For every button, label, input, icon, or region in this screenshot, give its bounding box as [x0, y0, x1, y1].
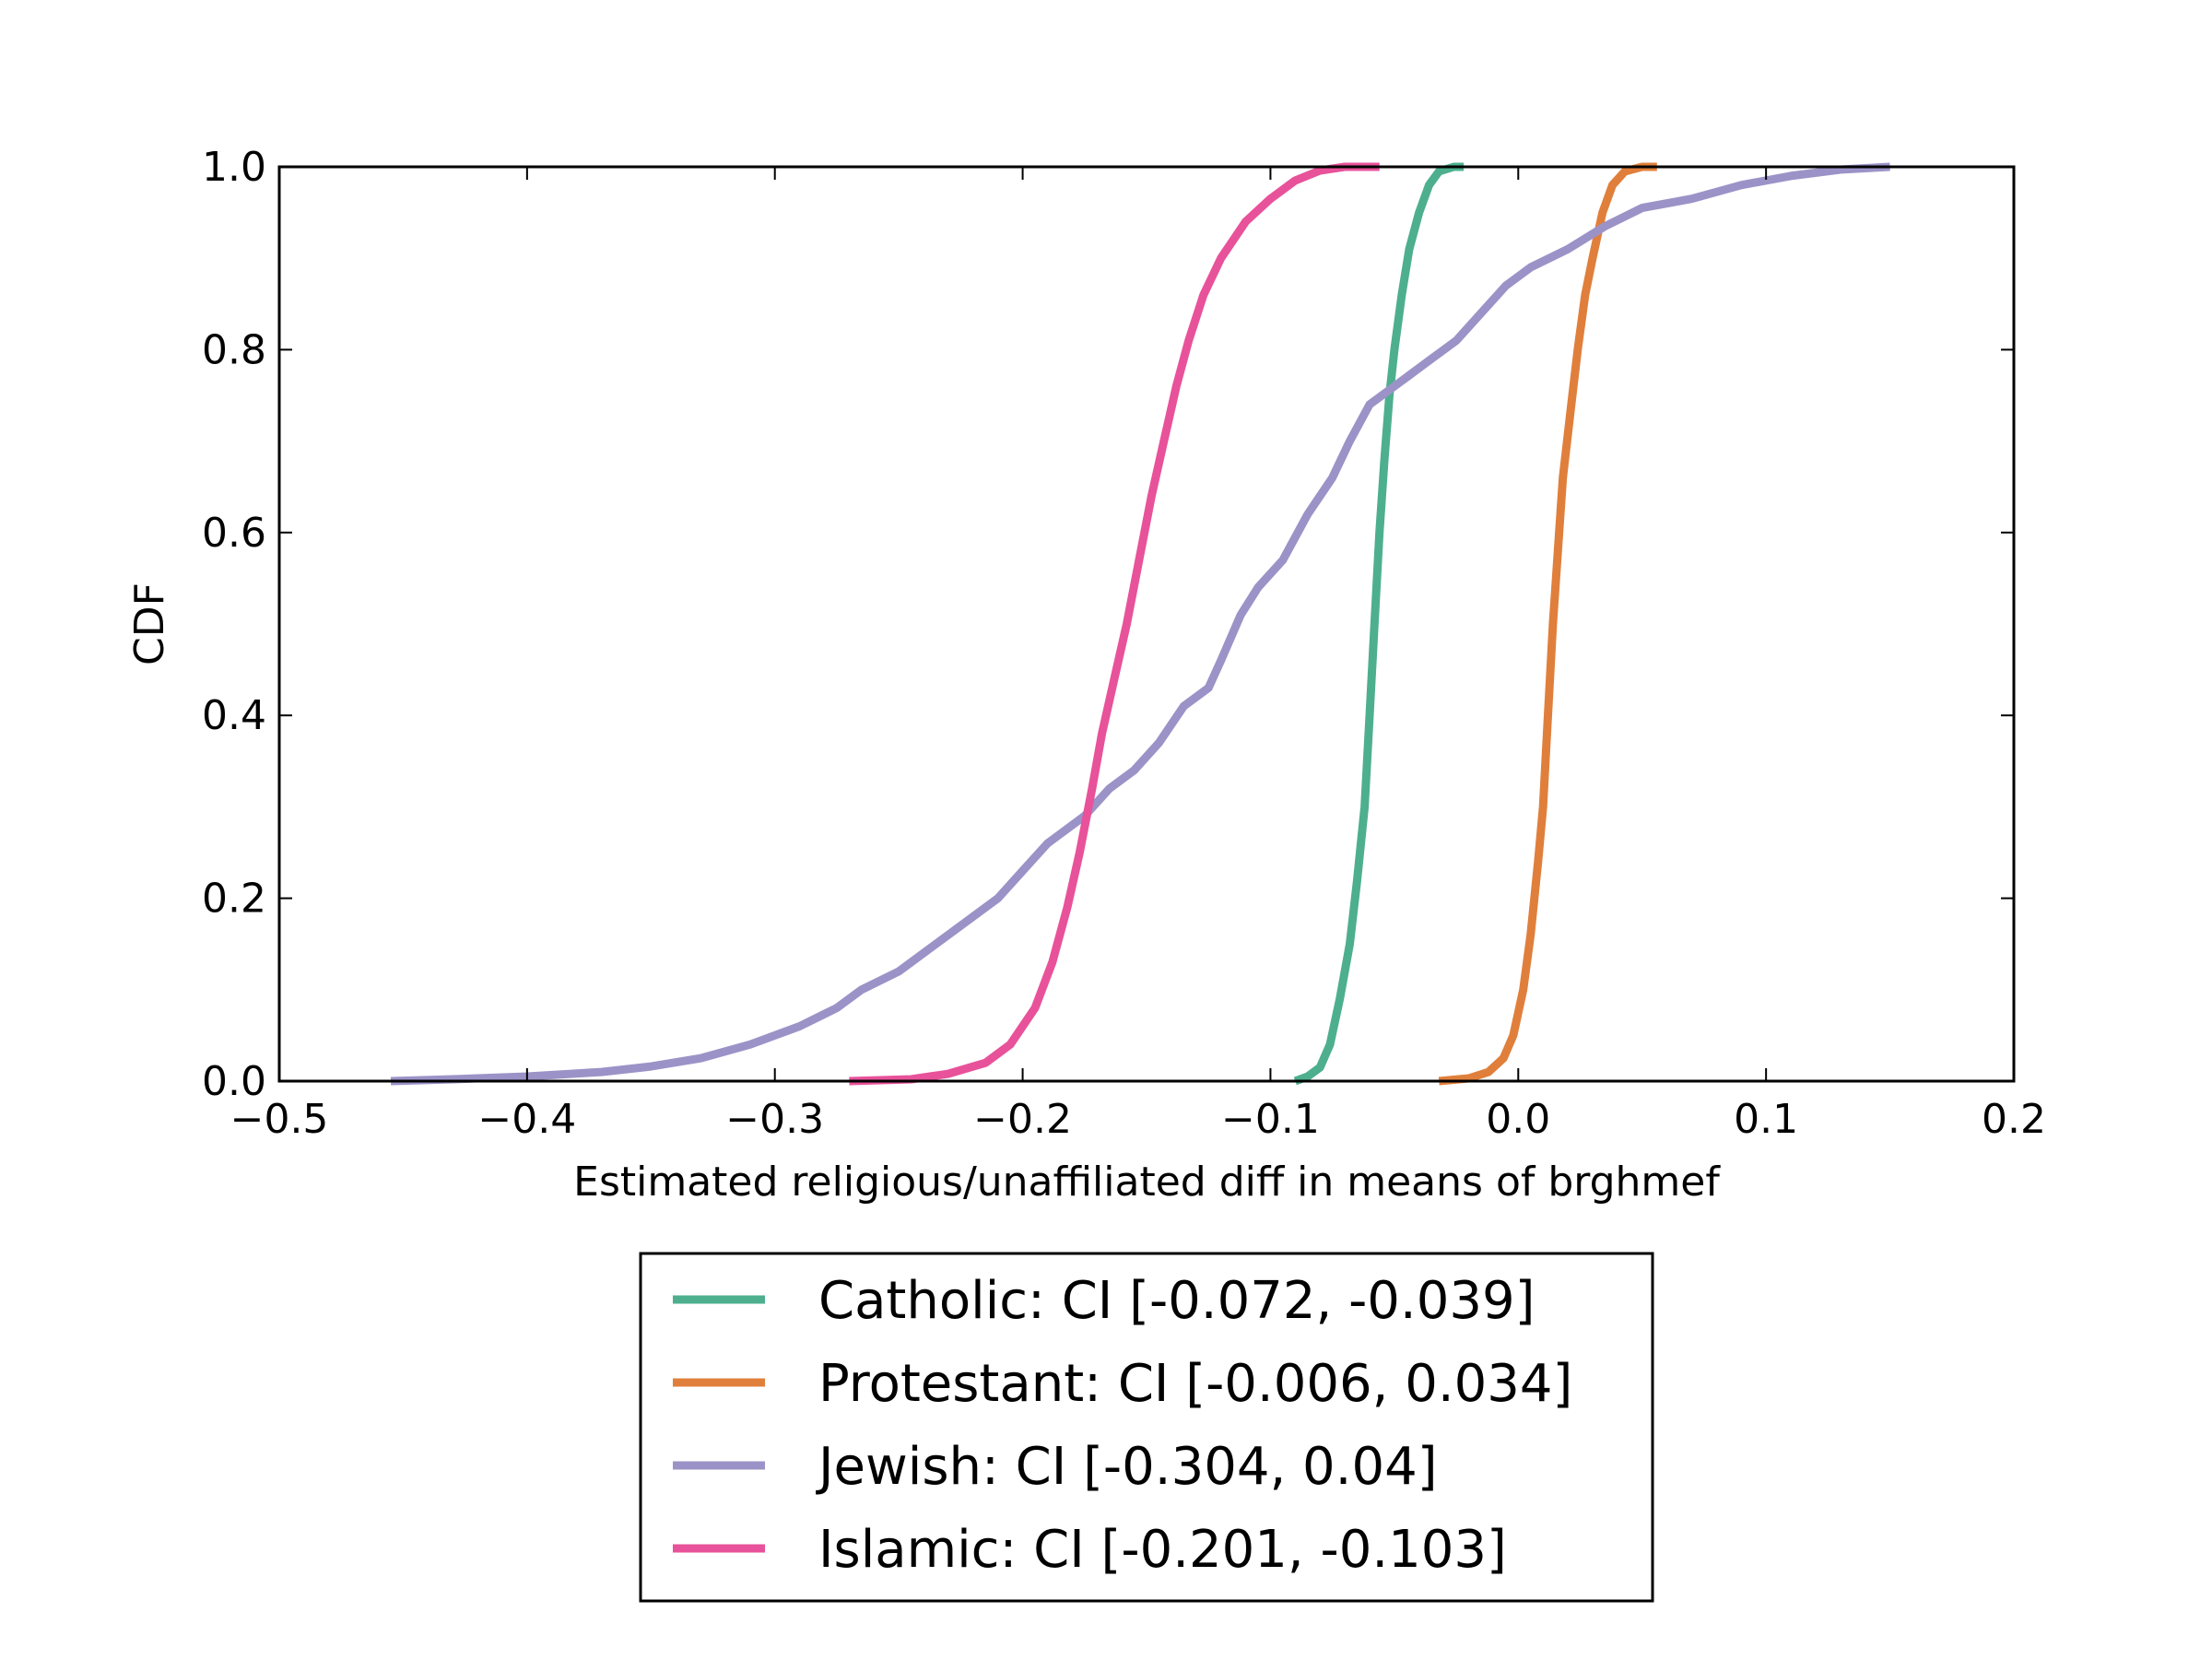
legend-label: Protestant: CI [-0.006, 0.034]: [818, 1354, 1572, 1414]
series-line-1: [1438, 162, 1657, 1086]
y-tick-label: 0.4: [202, 692, 266, 739]
x-tick-label: 0.0: [1486, 1096, 1550, 1143]
x-tick-label: −0.5: [230, 1096, 329, 1143]
y-tick-label: 0.6: [202, 510, 266, 557]
x-tick-label: −0.3: [725, 1096, 824, 1143]
legend-items: Catholic: CI [-0.072, -0.039] Protestant:…: [673, 1271, 1572, 1580]
series-line-0: [1293, 162, 1465, 1086]
y-tick-label: 0.8: [202, 326, 266, 373]
y-tick-label: 0.0: [202, 1058, 266, 1105]
series-line-3: [849, 162, 1380, 1086]
x-tick-label: −0.2: [973, 1096, 1072, 1143]
legend-label: Jewish: CI [-0.304, 0.04]: [816, 1437, 1438, 1497]
y-axis-label: CDF: [126, 582, 173, 665]
x-tick-label: −0.1: [1221, 1096, 1320, 1143]
x-tick-label: −0.4: [477, 1096, 576, 1143]
y-tick-label: 1.0: [202, 144, 266, 191]
legend: Catholic: CI [-0.072, -0.039] Protestant:…: [639, 1252, 1654, 1603]
legend-frame: [639, 1252, 1654, 1603]
legend-label: Catholic: CI [-0.072, -0.039]: [818, 1271, 1535, 1331]
x-tick-label: 0.2: [1982, 1096, 2046, 1143]
series-line-2: [390, 162, 1890, 1086]
x-axis-label: Estimated religious/unaffiliated diff in…: [573, 1159, 1721, 1206]
axis-ticks: −0.5 −0.4 −0.3 −0.2 −0.1 0.0 0.1 0.2 0.0 0.2 0.4 0.…: [202, 144, 2046, 1143]
x-tick-label: 0.1: [1734, 1096, 1798, 1143]
plot-frame: [277, 165, 2016, 1083]
y-tick-label: 0.2: [202, 876, 266, 923]
legend-label: Islamic: CI [-0.201, -0.103]: [818, 1520, 1507, 1580]
series-lines: [390, 162, 1890, 1086]
